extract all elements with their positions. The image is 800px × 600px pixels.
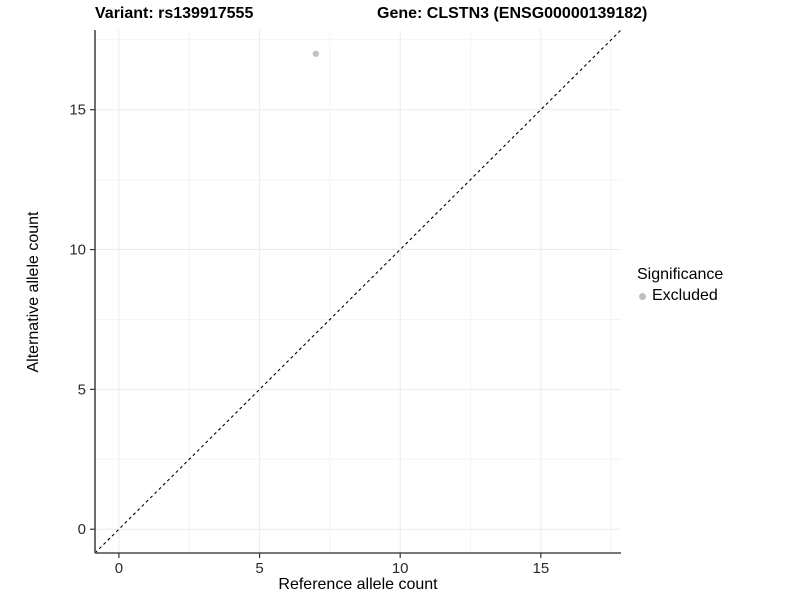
data-point (312, 50, 320, 57)
legend: Significance Excluded (637, 265, 723, 305)
x-axis-title: Reference allele count (278, 576, 438, 593)
y-tick-label: 15 (69, 102, 86, 119)
x-tick-label: 5 (255, 560, 263, 577)
legend-point-icon (639, 292, 646, 300)
x-tick-label: 0 (115, 560, 123, 577)
legend-title: Significance (637, 266, 724, 283)
y-tick-label: 0 (78, 521, 86, 538)
y-tick-label: 10 (69, 242, 86, 259)
plot-title-gene: Gene: CLSTN3 (ENSG00000139182) (377, 5, 648, 22)
y-axis-title: Alternative allele count (25, 211, 42, 373)
x-tick-label: 15 (532, 560, 549, 577)
x-tick-label: 10 (392, 560, 409, 577)
identity-reference-line (94, 29, 622, 554)
y-tick-label: 5 (78, 381, 86, 398)
legend-item-label: Excluded (652, 287, 718, 304)
plot-title-variant: Variant: rs139917555 (95, 5, 254, 22)
legend-item-excluded: Excluded (637, 287, 723, 305)
